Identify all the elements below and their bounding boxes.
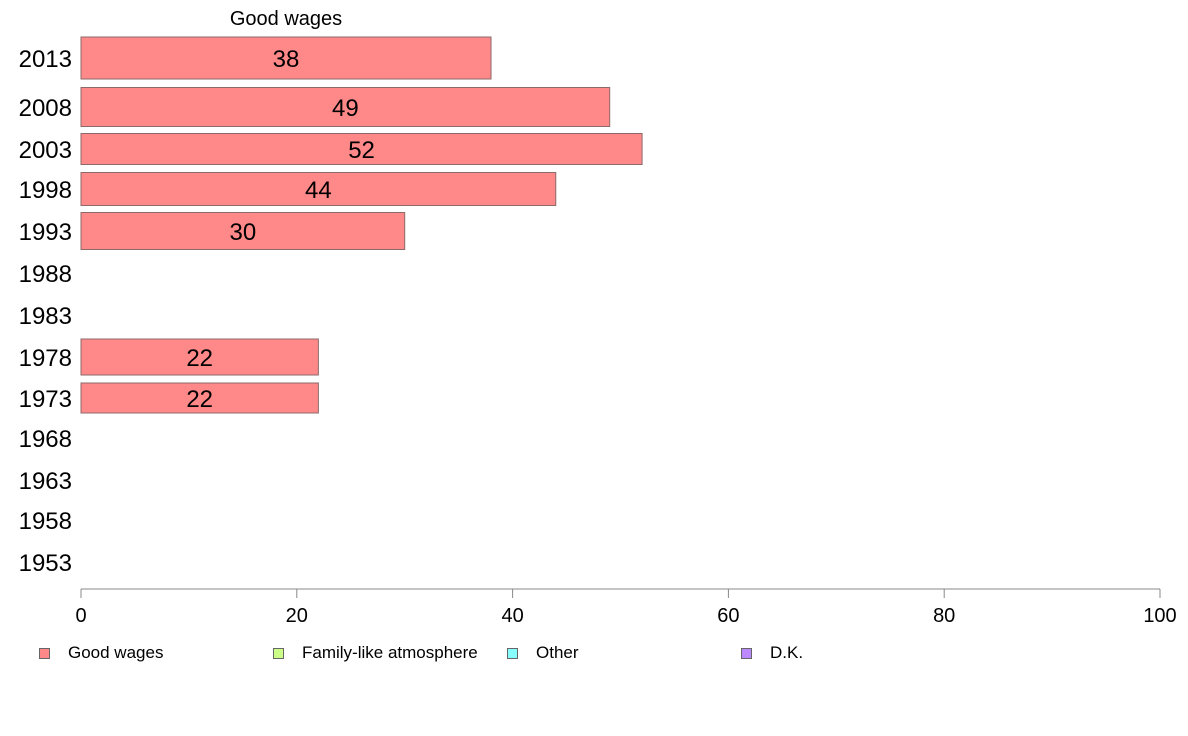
x-tick-label-40: 40 bbox=[501, 605, 523, 627]
data-label-1978: 22 bbox=[186, 345, 213, 372]
category-label-1993: 1993 bbox=[19, 219, 72, 246]
bar-1993 bbox=[80, 212, 406, 250]
data-label-1998: 44 bbox=[305, 177, 332, 204]
bar-2013 bbox=[80, 36, 492, 80]
bar-2008 bbox=[80, 87, 611, 127]
data-labels: 38 49 52 44 30 22 22 bbox=[186, 46, 375, 413]
category-labels: 2013 2008 2003 1998 1993 1988 1983 1978 1973 1968… bbox=[19, 46, 72, 577]
category-label-1973: 1973 bbox=[19, 386, 72, 413]
legend: Good wages Family-like atmosphere Other … bbox=[0, 643, 1188, 665]
category-label-1963: 1963 bbox=[19, 468, 72, 495]
category-label-2003: 2003 bbox=[19, 137, 72, 164]
category-label-1983: 1983 bbox=[19, 303, 72, 330]
legend-item-family-like-atmosphere: Family-like atmosphere bbox=[273, 643, 478, 663]
bar-1998 bbox=[80, 172, 557, 206]
category-label-1998: 1998 bbox=[19, 177, 72, 204]
bars bbox=[80, 36, 643, 414]
legend-swatch-other bbox=[507, 647, 518, 659]
data-label-1973: 22 bbox=[186, 386, 213, 413]
legend-swatch-dk bbox=[741, 647, 752, 659]
x-tick-label-80: 80 bbox=[933, 605, 955, 627]
x-tick-label-60: 60 bbox=[717, 605, 739, 627]
legend-label-good-wages: Good wages bbox=[68, 643, 164, 662]
data-label-2013: 38 bbox=[273, 46, 300, 73]
legend-label-family-like-atmosphere: Family-like atmosphere bbox=[302, 643, 478, 662]
data-label-2003: 52 bbox=[348, 137, 375, 164]
x-tick-label-0: 0 bbox=[75, 605, 86, 627]
legend-label-other: Other bbox=[536, 643, 579, 662]
legend-swatch-family-like-atmosphere bbox=[273, 647, 284, 659]
bar-2003 bbox=[80, 133, 643, 165]
category-label-1958: 1958 bbox=[19, 508, 72, 535]
data-label-2008: 49 bbox=[332, 95, 359, 122]
legend-label-dk: D.K. bbox=[770, 643, 804, 662]
legend-item-good-wages: Good wages bbox=[39, 643, 163, 663]
category-label-2008: 2008 bbox=[19, 95, 72, 122]
chart-title: Good wages bbox=[230, 8, 342, 30]
x-tick-label-100: 100 bbox=[1143, 605, 1176, 627]
category-label-1978: 1978 bbox=[19, 345, 72, 372]
category-label-1968: 1968 bbox=[19, 426, 72, 453]
chart: Good wages 2013 2008 2003 1998 1993 1988 1983 1… bbox=[19, 8, 1177, 627]
x-tick-label-20: 20 bbox=[286, 605, 308, 627]
legend-item-other: Other bbox=[507, 643, 579, 663]
category-label-1953: 1953 bbox=[19, 550, 72, 577]
bar-1978 bbox=[80, 338, 319, 376]
legend-swatch-good-wages bbox=[39, 647, 50, 659]
data-label-1993: 30 bbox=[229, 219, 256, 246]
category-label-1988: 1988 bbox=[19, 261, 72, 288]
x-axis: 0 20 40 60 80 100 bbox=[75, 588, 1177, 627]
legend-item-dk: D.K. bbox=[741, 643, 803, 663]
bar-1973 bbox=[80, 382, 319, 414]
category-label-2013: 2013 bbox=[19, 46, 72, 73]
